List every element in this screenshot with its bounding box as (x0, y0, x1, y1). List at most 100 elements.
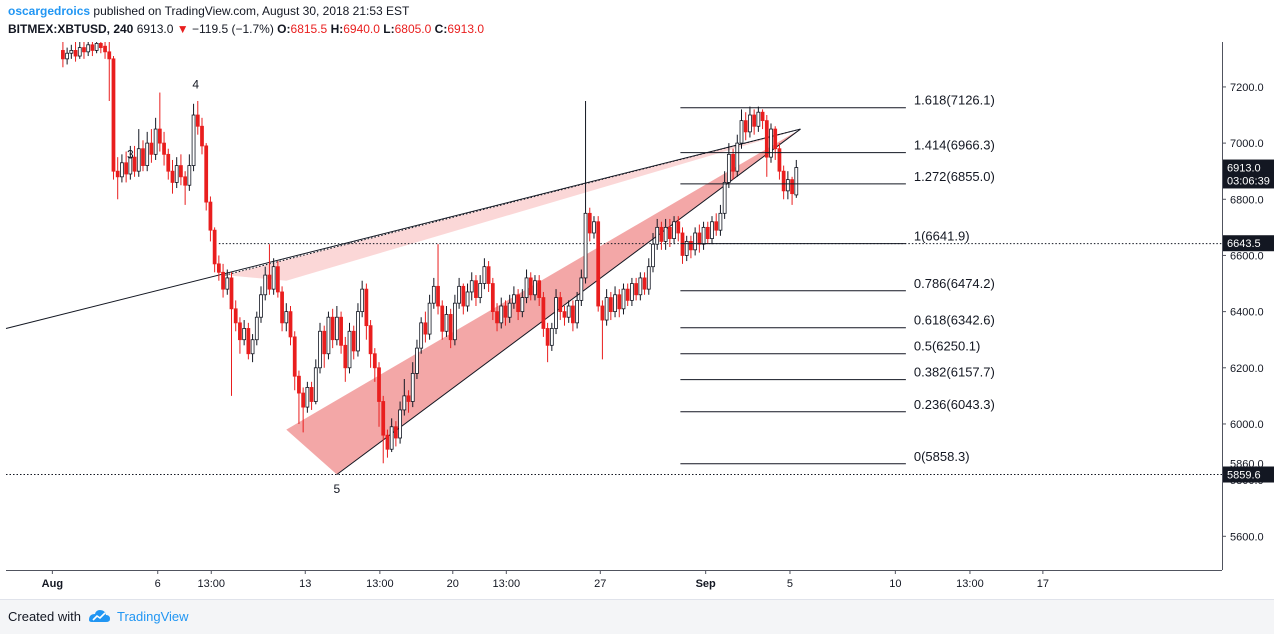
candle-body (157, 128, 162, 144)
candle-body (107, 51, 112, 60)
candle-body (166, 153, 171, 172)
candle-body (554, 297, 558, 329)
candle-body (478, 283, 483, 298)
candle-body (781, 170, 786, 192)
candle-body (343, 344, 348, 369)
candle-body (394, 426, 398, 439)
candle-body (769, 128, 773, 158)
time-axis[interactable]: Aug 6 13:00 13 13:00 20 13:00 27 Sep 5 10 13:00 17 (0, 570, 1274, 599)
chart-header: oscargedroics published on TradingView.c… (0, 0, 1274, 42)
price-tick-label: 6800.0 (1230, 194, 1264, 206)
candle-body (474, 280, 478, 298)
candle-body (326, 316, 331, 355)
candle-body (592, 221, 596, 234)
price-chart[interactable]: 1.618(7126.1) 1.414(6966.3) 1.272(6855.0) 1… (0, 42, 1274, 599)
candle-body (415, 347, 419, 374)
candle-body (187, 165, 192, 186)
candle-body (427, 302, 432, 335)
candle-body (630, 283, 634, 301)
candle-body (735, 142, 740, 172)
price-change: −119.5 (−1.7%) (191, 22, 274, 36)
candle-body (216, 263, 221, 273)
candle-body (575, 299, 579, 324)
candle-body (520, 297, 525, 313)
time-tick-label: 13:00 (493, 578, 521, 590)
fib-level-label: 1.272(6855.0) (914, 169, 995, 184)
candle-body (562, 311, 567, 318)
candle-body (195, 114, 200, 127)
candle-body (322, 330, 327, 355)
symbol-line: BITMEX:XBTUSD, 240 6913.0 ▼ −119.5 (−1.7… (8, 22, 484, 36)
candle-body (541, 297, 546, 329)
candle-body (621, 288, 626, 310)
candle-body (617, 294, 622, 310)
candle-body (98, 43, 103, 49)
candle-body (313, 367, 318, 402)
price-axis[interactable]: 7200.0 7000.0 6800.0 6600.0 6400.0 6200.0 6000… (1222, 42, 1274, 570)
candle-body (453, 302, 457, 341)
candle-body (448, 314, 453, 341)
candle-body (651, 243, 655, 268)
candle-body (318, 330, 322, 369)
candle-body (731, 153, 735, 172)
author-link[interactable]: oscargedroics (8, 4, 91, 18)
candle-body (330, 316, 335, 341)
candle-body (356, 311, 360, 352)
candle-body (292, 336, 297, 377)
candle-body (646, 266, 651, 290)
time-tick-label: 27 (594, 578, 606, 590)
candle-body (693, 232, 698, 251)
price-tick-label: 7000.0 (1230, 138, 1264, 150)
candle-body (469, 280, 474, 293)
candle-body (659, 226, 664, 242)
candle-body (153, 128, 158, 155)
publish-line: oscargedroics published on TradingView.c… (8, 4, 409, 18)
time-tick-label: 13:00 (956, 578, 984, 590)
candle-body (613, 294, 617, 313)
candle-body (275, 266, 280, 293)
candle-body (642, 277, 647, 290)
candle-body (549, 328, 554, 346)
symbol-label: BITMEX:XBTUSD, 240 (8, 22, 134, 36)
created-with-text: Created with (8, 609, 81, 624)
candle-body (254, 316, 259, 341)
candle-body (655, 226, 660, 245)
time-axis-bg (0, 570, 1274, 599)
candle-body (242, 328, 247, 341)
candle-body (528, 277, 533, 296)
time-tick-label: Sep (696, 578, 716, 590)
close-label: C: (434, 22, 448, 36)
fib-level-label: 0.618(6342.6) (914, 313, 995, 328)
tradingview-logo-icon[interactable] (87, 608, 111, 624)
candle-body (790, 179, 794, 195)
candle-body (423, 322, 428, 335)
candle-body (537, 280, 542, 298)
candle-body (115, 170, 120, 178)
candle-body (124, 162, 128, 175)
fib-level-label: 0.236(6043.3) (914, 397, 995, 412)
candle-body (676, 221, 681, 234)
time-tick-label: 13:00 (366, 578, 394, 590)
published-text: published on TradingView.com, August 30,… (93, 4, 410, 18)
candle-body (77, 47, 82, 57)
candle-body (583, 212, 588, 279)
candle-body (233, 308, 238, 324)
candle-body (94, 43, 99, 51)
low-label: L: (383, 22, 395, 36)
candle-body (305, 387, 310, 408)
open-value: 6815.5 (290, 22, 328, 36)
candle-body (705, 226, 710, 239)
candle-body (225, 277, 230, 290)
candle-body (512, 294, 516, 304)
price-tag: 6913.0 (1227, 163, 1261, 175)
candle-body (743, 120, 748, 133)
candle-body (499, 305, 504, 324)
candle-body (457, 285, 461, 304)
candle-body (596, 221, 601, 307)
candle-body (431, 285, 436, 304)
candle-body (587, 212, 592, 234)
candle-body (722, 182, 727, 214)
tradingview-link[interactable]: TradingView (117, 609, 189, 624)
candle-body (259, 294, 263, 318)
wave-label: 5 (334, 482, 341, 496)
